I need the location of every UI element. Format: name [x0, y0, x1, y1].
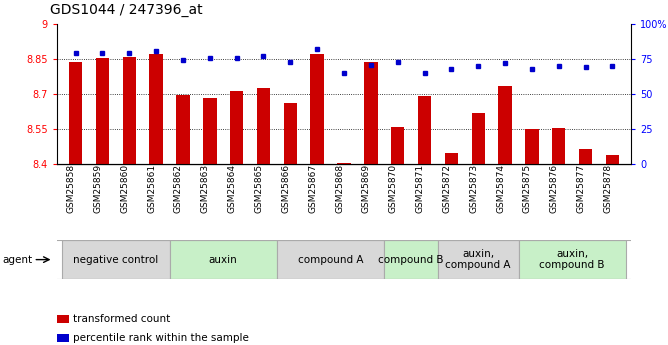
Bar [391, 127, 404, 164]
Text: GSM25863: GSM25863 [201, 164, 210, 213]
Text: GSM25876: GSM25876 [550, 164, 558, 213]
Bar [445, 153, 458, 164]
Text: GSM25868: GSM25868 [335, 164, 344, 213]
Text: GSM25861: GSM25861 [147, 164, 156, 213]
Bar [277, 240, 384, 279]
Bar [518, 240, 626, 279]
Bar [552, 128, 566, 164]
Bar [257, 88, 270, 164]
Bar [230, 91, 243, 164]
Text: auxin,
compound B: auxin, compound B [540, 249, 605, 270]
Bar [69, 62, 82, 164]
Text: GSM25865: GSM25865 [255, 164, 263, 213]
Text: GSM25874: GSM25874 [496, 164, 505, 213]
Text: GSM25860: GSM25860 [120, 164, 130, 213]
Text: GSM25873: GSM25873 [469, 164, 478, 213]
Bar [176, 95, 190, 164]
Text: GDS1044 / 247396_at: GDS1044 / 247396_at [50, 3, 202, 17]
Bar [284, 102, 297, 164]
Bar [384, 240, 438, 279]
Text: compound A: compound A [298, 255, 363, 265]
Text: compound B: compound B [378, 255, 444, 265]
Bar [122, 57, 136, 164]
Bar [606, 155, 619, 164]
Bar [62, 240, 170, 279]
Text: GSM25866: GSM25866 [281, 164, 291, 213]
Text: GSM25870: GSM25870 [389, 164, 397, 213]
Bar [364, 62, 377, 164]
Text: GSM25867: GSM25867 [308, 164, 317, 213]
Text: GSM25871: GSM25871 [415, 164, 425, 213]
Text: auxin: auxin [209, 255, 238, 265]
Bar [150, 55, 163, 164]
Bar [96, 58, 109, 164]
Bar [418, 96, 432, 164]
Text: agent: agent [2, 255, 32, 265]
Text: GSM25859: GSM25859 [94, 164, 102, 213]
Text: GSM25875: GSM25875 [523, 164, 532, 213]
Bar [579, 149, 593, 164]
Text: percentile rank within the sample: percentile rank within the sample [73, 333, 249, 343]
Bar [498, 86, 512, 164]
Text: transformed count: transformed count [73, 314, 171, 324]
Text: auxin,
compound A: auxin, compound A [446, 249, 511, 270]
Text: GSM25864: GSM25864 [228, 164, 236, 213]
Text: GSM25862: GSM25862 [174, 164, 183, 213]
Text: GSM25877: GSM25877 [576, 164, 586, 213]
Bar [438, 240, 518, 279]
Text: GSM25878: GSM25878 [603, 164, 613, 213]
Text: GSM25872: GSM25872 [442, 164, 452, 213]
Text: negative control: negative control [73, 255, 158, 265]
Bar [472, 113, 485, 164]
Bar [525, 129, 538, 164]
Bar [170, 240, 277, 279]
Text: GSM25869: GSM25869 [362, 164, 371, 213]
Bar [311, 54, 324, 164]
Bar [203, 98, 216, 164]
Text: GSM25858: GSM25858 [67, 164, 75, 213]
